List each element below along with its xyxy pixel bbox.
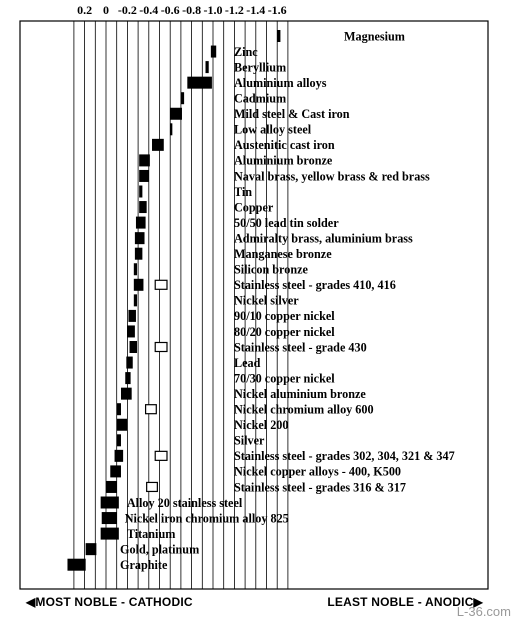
bar-solid bbox=[128, 309, 136, 322]
bar-solid bbox=[116, 434, 121, 447]
metal-label: Aluminium alloys bbox=[234, 76, 327, 90]
bar-open bbox=[146, 481, 158, 493]
bar-solid bbox=[135, 216, 146, 229]
bar-solid bbox=[139, 169, 149, 182]
bar-solid bbox=[152, 138, 164, 151]
bar-solid bbox=[126, 356, 133, 369]
metal-label: Alloy 20 stainless steel bbox=[127, 496, 243, 510]
bar-solid bbox=[180, 92, 185, 105]
bar-solid bbox=[205, 61, 209, 74]
x-tick-label: -1.6 bbox=[268, 3, 287, 17]
metal-label: Silicon bronze bbox=[234, 263, 309, 277]
bar-open bbox=[154, 341, 168, 353]
bar-solid bbox=[100, 496, 119, 509]
bar-solid bbox=[127, 325, 135, 338]
bar-solid bbox=[139, 154, 150, 167]
x-tick-label: -0.2 bbox=[118, 3, 137, 17]
bar-open bbox=[154, 279, 168, 290]
metal-label: 90/10 copper nickel bbox=[234, 309, 335, 323]
bar-solid bbox=[170, 123, 173, 136]
x-tick-label: -0.6 bbox=[161, 3, 180, 17]
bar-open bbox=[154, 450, 168, 461]
x-tick-label: 0 bbox=[103, 3, 109, 17]
bar-solid bbox=[139, 201, 147, 214]
metal-label: Copper bbox=[234, 200, 274, 214]
metal-label: Stainless steel - grades 316 & 317 bbox=[234, 480, 406, 494]
metal-label: Gold, platinum bbox=[120, 542, 199, 556]
x-tick-label: -1.0 bbox=[204, 3, 223, 17]
bar-solid bbox=[125, 372, 131, 385]
bar-solid bbox=[101, 512, 117, 525]
metal-label: Tin bbox=[234, 185, 252, 199]
metal-label: Mild steel & Cast iron bbox=[234, 107, 350, 121]
bar-solid bbox=[170, 107, 182, 120]
metal-label: Nickel aluminium bronze bbox=[234, 387, 366, 401]
bar-solid bbox=[116, 403, 121, 416]
bar-solid bbox=[100, 527, 119, 540]
bar-solid bbox=[106, 480, 117, 493]
metal-label: Austenitic cast iron bbox=[234, 138, 335, 152]
metal-label: 70/30 copper nickel bbox=[234, 371, 335, 385]
metal-label: Nickel copper alloys - 400, K500 bbox=[234, 465, 401, 479]
bar-solid bbox=[110, 465, 121, 478]
bar-solid bbox=[277, 30, 281, 42]
metal-label: Naval brass, yellow brass & red brass bbox=[234, 169, 430, 183]
bar-solid bbox=[85, 543, 97, 556]
bar-solid bbox=[114, 449, 124, 462]
metal-label: Graphite bbox=[120, 558, 168, 572]
bar-solid bbox=[133, 294, 138, 307]
x-tick-label: -0.8 bbox=[182, 3, 201, 17]
bar-solid bbox=[116, 418, 128, 431]
least-noble-anodic-label: LEAST NOBLE - ANODIC▶ bbox=[327, 595, 483, 609]
metal-label: Magnesium bbox=[344, 29, 405, 43]
footer-band: ◀MOST NOBLE - CATHODIC LEAST NOBLE - ANO… bbox=[20, 590, 488, 612]
bar-solid bbox=[210, 45, 217, 58]
bar-solid bbox=[139, 185, 143, 198]
metal-label: Low alloy steel bbox=[234, 123, 312, 137]
plot-frame bbox=[19, 20, 489, 590]
metal-label: Lead bbox=[234, 356, 261, 370]
metal-label: Stainless steel - grades 410, 416 bbox=[234, 278, 396, 292]
metal-label: Stainless steel - grade 430 bbox=[234, 340, 367, 354]
metal-label: Nickel silver bbox=[234, 294, 299, 308]
bar-open bbox=[144, 404, 157, 415]
x-tick-label: -0.4 bbox=[139, 3, 158, 17]
x-axis-tick-labels: 0.2 0 -0.2 -0.4 -0.6 -0.8 -1.0 -1.2 -1.4 -1.6 bbox=[77, 3, 287, 17]
metal-label: 50/50 lead tin solder bbox=[234, 216, 339, 230]
bar-solid bbox=[134, 247, 143, 260]
bar-solid bbox=[134, 232, 145, 245]
x-tick-label: 0.2 bbox=[77, 3, 92, 17]
watermark: L-36.com bbox=[457, 604, 511, 619]
bar-solid bbox=[187, 76, 212, 89]
bar-solid bbox=[133, 263, 138, 276]
metal-label: Zinc bbox=[234, 45, 258, 59]
bar-solid bbox=[133, 278, 144, 291]
metal-label: Titanium bbox=[127, 527, 176, 541]
bar-solid bbox=[120, 387, 132, 400]
bar-solid bbox=[67, 558, 86, 571]
metal-label: Nickel 200 bbox=[234, 418, 289, 432]
most-noble-cathodic-label: ◀MOST NOBLE - CATHODIC bbox=[25, 595, 193, 609]
metal-label: Stainless steel - grades 302, 304, 321 &… bbox=[234, 449, 455, 463]
metal-label: Aluminium bronze bbox=[234, 154, 333, 168]
x-tick-label: -1.2 bbox=[225, 3, 244, 17]
potential-range-bars bbox=[67, 30, 281, 571]
metal-label: Admiralty brass, aluminium brass bbox=[234, 231, 413, 245]
metal-label: Nickel chromium alloy 600 bbox=[234, 403, 374, 417]
footer-background bbox=[20, 590, 488, 612]
x-tick-label: -1.4 bbox=[246, 3, 265, 17]
metal-label: Nickel iron chromium alloy 825 bbox=[125, 511, 289, 525]
metal-label: Manganese bronze bbox=[234, 247, 332, 261]
metal-label: Beryllium bbox=[234, 60, 286, 74]
metal-label: Silver bbox=[234, 434, 265, 448]
metal-label: Cadmium bbox=[234, 92, 286, 106]
bar-solid bbox=[129, 341, 138, 353]
metal-label: 80/20 copper nickel bbox=[234, 325, 335, 339]
